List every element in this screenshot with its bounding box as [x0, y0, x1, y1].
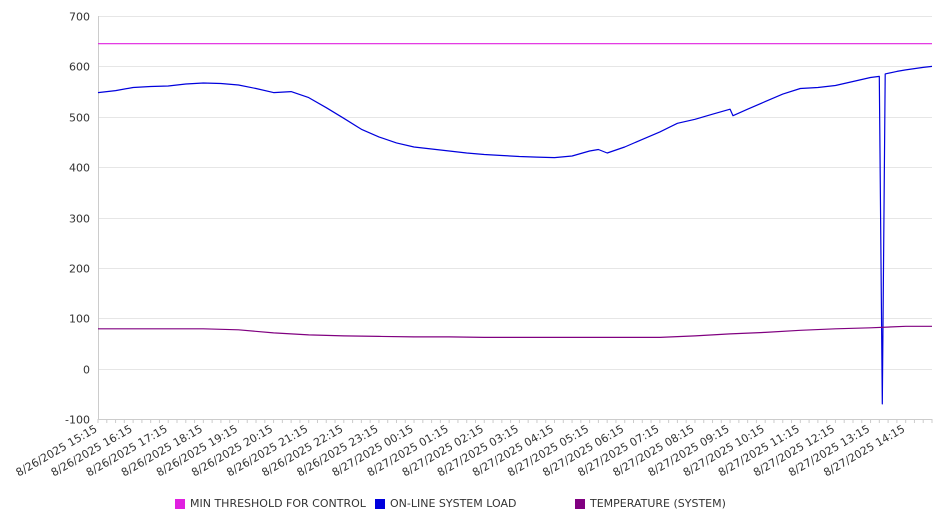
y-tick-label: 600	[69, 61, 90, 74]
axes	[97, 16, 933, 423]
legend-swatch-system-load	[375, 498, 385, 509]
legend-label-temperature: TEMPERATURE (SYSTEM)	[590, 497, 726, 510]
y-tick-label: 0	[83, 364, 90, 377]
y-tick-label: 200	[69, 263, 90, 276]
legend-item-min-threshold[interactable]: MIN THRESHOLD FOR CONTROL	[175, 497, 366, 510]
y-tick-label: 400	[69, 162, 90, 175]
gridlines	[98, 16, 932, 420]
y-tick-label: 700	[69, 11, 90, 24]
legend-item-system-load[interactable]: ON-LINE SYSTEM LOAD	[375, 497, 516, 510]
legend-swatch-min-threshold	[175, 498, 185, 509]
y-tick-label: 500	[69, 112, 90, 125]
legend: MIN THRESHOLD FOR CONTROL ON-LINE SYSTEM…	[0, 497, 946, 515]
legend-item-temperature[interactable]: TEMPERATURE (SYSTEM)	[575, 497, 726, 510]
legend-label-min-threshold: MIN THRESHOLD FOR CONTROL	[190, 497, 366, 510]
legend-swatch-temperature	[575, 498, 585, 509]
series-lines	[97, 43, 933, 405]
legend-label-system-load: ON-LINE SYSTEM LOAD	[390, 497, 517, 510]
y-tick-label: 100	[69, 313, 90, 326]
series-line-3	[98, 325, 932, 338]
y-tick-label: -100	[65, 414, 90, 427]
y-tick-label: 300	[69, 213, 90, 226]
series-line-2	[97, 65, 933, 405]
